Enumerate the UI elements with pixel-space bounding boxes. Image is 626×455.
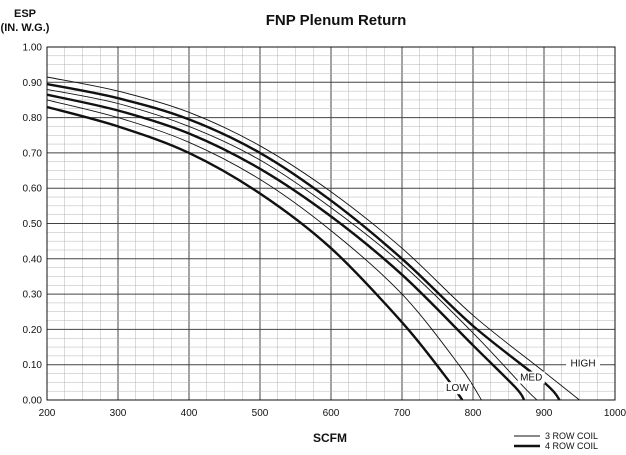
y-tick-label: 0.90 bbox=[23, 78, 43, 89]
annotation-bg bbox=[566, 357, 601, 370]
annotation-bg bbox=[443, 382, 471, 395]
annotation-bg bbox=[517, 371, 545, 384]
annotation-low: LOW bbox=[446, 383, 469, 394]
series-line-3-row-coil-med bbox=[46, 88, 538, 401]
y-tick-label: 0.60 bbox=[23, 184, 43, 195]
series-line-3-row-coil-high bbox=[46, 76, 580, 401]
legend-label: 4 ROW COIL bbox=[545, 441, 598, 451]
plot-grid bbox=[46, 46, 616, 401]
x-tick-label: 900 bbox=[536, 408, 553, 419]
y-tick-labels: 0.00 0.10 0.20 0.30 0.40 0.50 0.60 0.70 0.80 0.90… bbox=[23, 43, 43, 407]
y-tick-label: 0.10 bbox=[23, 360, 43, 371]
y-tick-label: 0.40 bbox=[23, 254, 43, 265]
x-tick-label: 800 bbox=[465, 408, 482, 419]
series-line-4-row-coil-high bbox=[46, 82, 561, 401]
annotation-med: MED bbox=[520, 373, 542, 384]
y-tick-label: 0.00 bbox=[23, 396, 43, 407]
y-tick-label: 0.50 bbox=[23, 219, 43, 230]
y-tick-label: 0.20 bbox=[23, 325, 43, 336]
y-tick-label: 0.70 bbox=[23, 148, 43, 159]
x-tick-label: 400 bbox=[181, 408, 198, 419]
y-axis-label-line2: (IN. W.G.) bbox=[1, 22, 50, 34]
x-tick-label: 200 bbox=[39, 408, 56, 419]
plot-frame bbox=[46, 46, 616, 401]
y-tick-label: 0.80 bbox=[23, 113, 43, 124]
y-tick-label: 0.30 bbox=[23, 290, 43, 301]
series-line-4-row-coil-low bbox=[46, 105, 464, 401]
series-line-4-row-coil-med bbox=[46, 93, 526, 401]
x-axis-label: SCFM bbox=[313, 431, 347, 445]
y-tick-label: 1.00 bbox=[23, 43, 43, 54]
chart-title: FNP Plenum Return bbox=[266, 12, 407, 29]
annotations-group: HIGH MED LOW bbox=[443, 357, 601, 395]
x-tick-label: 500 bbox=[252, 408, 269, 419]
x-tick-label: 300 bbox=[110, 408, 127, 419]
y-axis-label-line1: ESP bbox=[14, 8, 36, 20]
annotation-high: HIGH bbox=[571, 358, 596, 369]
series-group bbox=[46, 76, 580, 401]
x-tick-label: 1000 bbox=[604, 408, 626, 419]
x-tick-labels: 200 300 400 500 600 700 800 900 1000 bbox=[39, 408, 626, 419]
x-tick-label: 700 bbox=[394, 408, 411, 419]
series-line-3-row-coil-low bbox=[46, 99, 482, 401]
x-tick-label: 600 bbox=[323, 408, 340, 419]
legend-label: 3 ROW COIL bbox=[545, 431, 598, 441]
